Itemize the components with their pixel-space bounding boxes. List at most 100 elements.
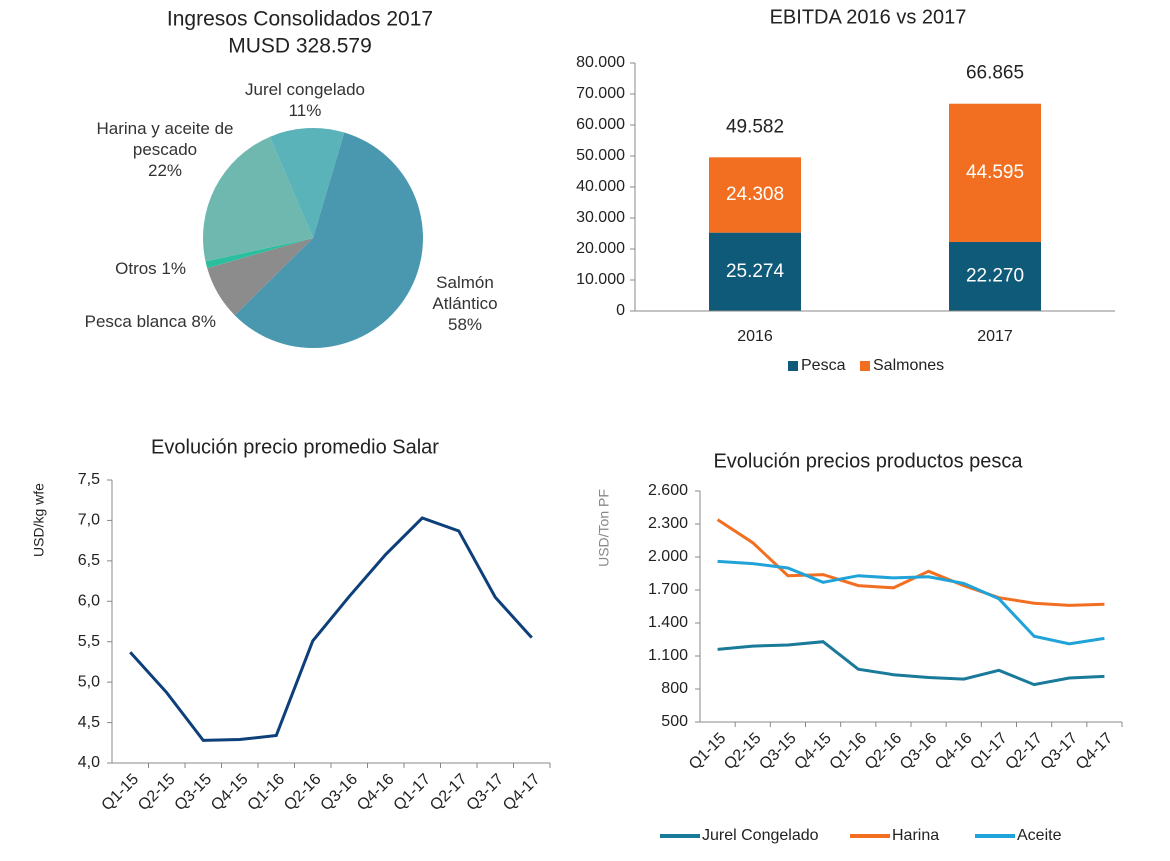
y-axis-label: USD/Ton PF bbox=[596, 489, 612, 567]
y-tick-label: 20.000 bbox=[576, 240, 625, 257]
x-tick-label: Q1-15 bbox=[99, 771, 143, 815]
x-tick-label: Q1-17 bbox=[967, 730, 1011, 774]
x-tick-label: Q4-15 bbox=[208, 771, 252, 815]
chart-title: Evolución precio promedio Salar bbox=[151, 436, 439, 458]
y-tick-label: 40.000 bbox=[576, 178, 625, 195]
y-tick-label: 4,0 bbox=[78, 754, 100, 771]
x-tick-label: Q1-16 bbox=[827, 730, 871, 774]
slice-label: Pesca blanca 8% bbox=[20, 311, 216, 332]
bar-segment bbox=[709, 157, 801, 233]
y-tick-label: 4,5 bbox=[78, 714, 100, 731]
y-tick-label: 1.700 bbox=[648, 581, 688, 598]
slice-label: Salmón Atlántico 58% bbox=[420, 272, 510, 335]
x-tick-label: Q4-17 bbox=[1073, 730, 1117, 774]
pie-slice bbox=[205, 238, 313, 269]
slice-name: Pesca blanca bbox=[84, 312, 187, 331]
x-tick-label: Q3-17 bbox=[1038, 730, 1082, 774]
slice-name: Otros bbox=[115, 259, 157, 278]
slice-name: Jurel congelado bbox=[244, 80, 366, 99]
x-tick-label: Q3-15 bbox=[172, 771, 216, 815]
legend-swatch bbox=[860, 361, 870, 371]
bar-value-label: 24.308 bbox=[726, 184, 784, 205]
bar-value-label: 44.595 bbox=[966, 162, 1024, 183]
y-tick-label: 6,0 bbox=[78, 593, 100, 610]
slice-value: 58% bbox=[447, 315, 483, 334]
slice-value: 22% bbox=[147, 161, 183, 180]
x-tick-label: Q2-16 bbox=[281, 771, 325, 815]
x-tick-label: 2016 bbox=[737, 328, 773, 345]
legend-label: Aceite bbox=[1017, 827, 1062, 844]
x-tick-label: Q2-15 bbox=[721, 730, 765, 774]
pie-slice bbox=[207, 238, 313, 316]
pie-slice bbox=[269, 128, 345, 238]
y-tick-label: 7,5 bbox=[78, 471, 100, 488]
data-line bbox=[717, 640, 1105, 687]
x-tick-label: Q1-16 bbox=[245, 771, 289, 815]
slice-label: Harina y aceite de pescado 22% bbox=[90, 118, 240, 181]
x-tick-label: Q2-16 bbox=[862, 730, 906, 774]
y-tick-label: 2.300 bbox=[648, 515, 688, 532]
x-tick-label: Q2-17 bbox=[427, 771, 471, 815]
y-tick-label: 2.600 bbox=[648, 482, 688, 499]
legend-swatch bbox=[788, 361, 798, 371]
x-tick-label: Q3-16 bbox=[897, 730, 941, 774]
chart-title: Evolución precios productos pesca bbox=[713, 450, 1023, 472]
y-tick-label: 800 bbox=[661, 680, 688, 697]
y-tick-label: 0 bbox=[616, 302, 625, 319]
x-tick-label: Q4-17 bbox=[500, 771, 544, 815]
slice-name: Harina y aceite de pescado bbox=[96, 119, 234, 159]
x-tick-label: Q4-15 bbox=[791, 730, 835, 774]
x-tick-label: Q3-16 bbox=[318, 771, 362, 815]
slice-label: Jurel congelado 11% bbox=[225, 79, 385, 121]
y-tick-label: 80.000 bbox=[576, 54, 625, 71]
legend-label: Jurel Congelado bbox=[702, 827, 819, 844]
data-line bbox=[129, 516, 533, 742]
legend-label: Harina bbox=[892, 827, 939, 844]
y-tick-label: 6,5 bbox=[78, 552, 100, 569]
y-axis-label: USD/kg wfe bbox=[31, 483, 47, 557]
data-line bbox=[716, 518, 1105, 607]
data-line bbox=[717, 559, 1105, 646]
bar-segment bbox=[709, 232, 801, 311]
x-tick-label: Q4-16 bbox=[932, 730, 976, 774]
x-tick-label: Q4-16 bbox=[354, 771, 398, 815]
x-tick-label: 2017 bbox=[977, 328, 1013, 345]
chart-subtitle: MUSD 328.579 bbox=[228, 35, 372, 58]
y-tick-label: 7,0 bbox=[78, 512, 100, 529]
y-tick-label: 1.100 bbox=[648, 647, 688, 664]
bar-value-label: 25.274 bbox=[726, 261, 785, 282]
y-tick-label: 70.000 bbox=[576, 85, 625, 102]
pie-slice bbox=[203, 136, 313, 262]
bar-value-label: 22.270 bbox=[966, 265, 1024, 286]
bar-segment bbox=[949, 103, 1041, 242]
x-tick-label: Q1-17 bbox=[391, 771, 435, 815]
legend-label: Pesca bbox=[801, 357, 846, 374]
y-tick-label: 2.000 bbox=[648, 548, 688, 565]
x-tick-label: Q1-15 bbox=[686, 730, 730, 774]
slice-value: 11% bbox=[288, 101, 322, 120]
pie-slice bbox=[234, 132, 424, 348]
y-tick-label: 5,5 bbox=[78, 633, 100, 650]
y-tick-label: 60.000 bbox=[576, 116, 625, 133]
y-tick-label: 10.000 bbox=[576, 271, 625, 288]
x-tick-label: Q3-17 bbox=[464, 771, 508, 815]
bar-segment bbox=[949, 241, 1041, 311]
y-tick-label: 30.000 bbox=[576, 209, 625, 226]
y-tick-label: 50.000 bbox=[576, 147, 625, 164]
chart-title: Ingresos Consolidados 2017 bbox=[167, 8, 433, 31]
slice-value: 1% bbox=[161, 259, 186, 278]
y-tick-label: 500 bbox=[661, 713, 688, 730]
slice-label: Otros 1% bbox=[20, 258, 186, 279]
x-tick-label: Q3-15 bbox=[756, 730, 800, 774]
bar-total-label: 66.865 bbox=[966, 63, 1024, 84]
bar-total-label: 49.582 bbox=[726, 116, 784, 137]
x-tick-label: Q2-15 bbox=[135, 771, 179, 815]
slice-value: 8% bbox=[191, 312, 216, 331]
y-tick-label: 1.400 bbox=[648, 614, 688, 631]
legend-label: Salmones bbox=[873, 357, 944, 374]
chart-title: EBITDA 2016 vs 2017 bbox=[770, 6, 967, 28]
slice-name: Salmón Atlántico bbox=[432, 273, 498, 313]
y-tick-label: 5,0 bbox=[78, 673, 100, 690]
